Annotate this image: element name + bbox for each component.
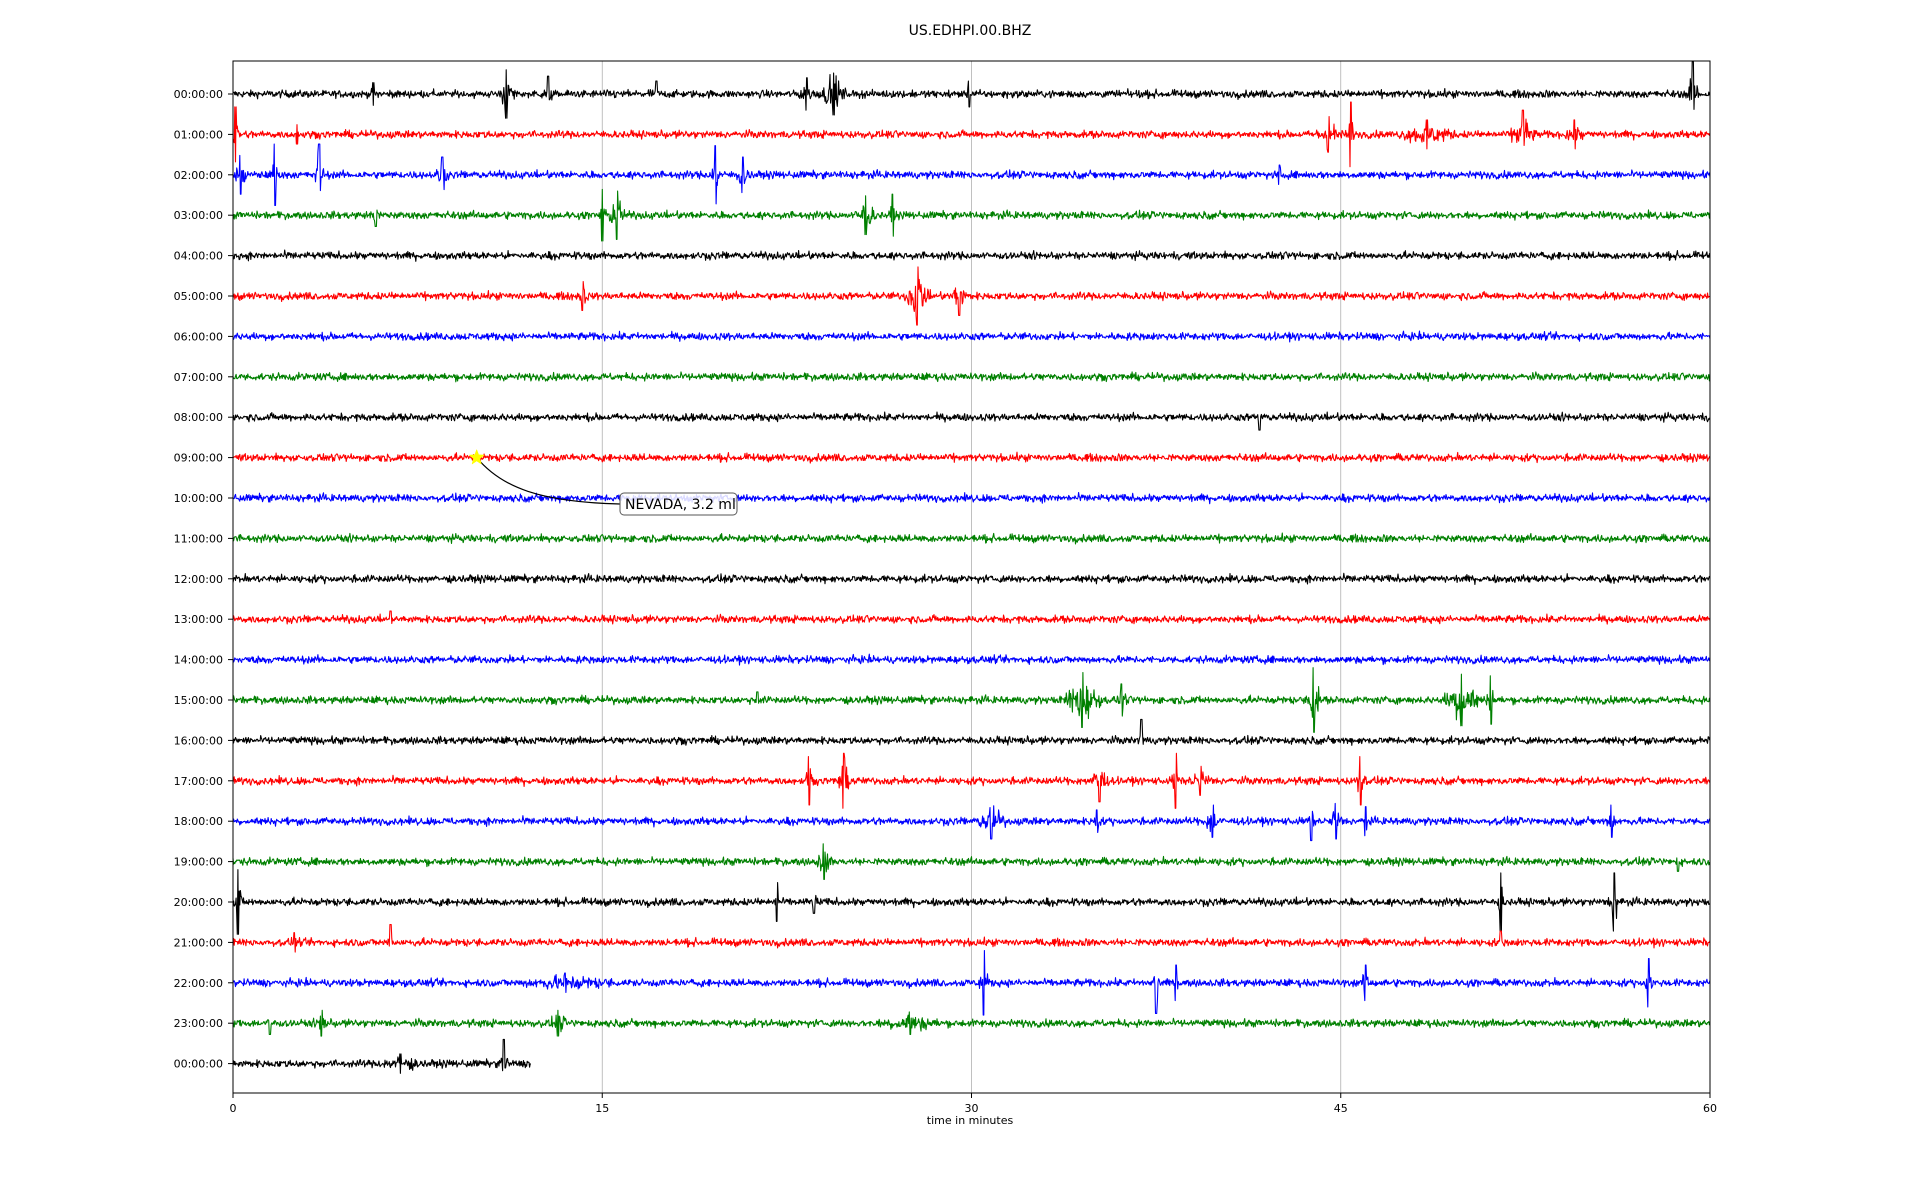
trace-line [232,869,1711,935]
trace-line [232,653,1711,666]
annotation-box [619,492,738,516]
row-time-label: 11:00:00 [174,532,223,545]
row-time-label: 05:00:00 [174,290,223,303]
row-time-label: 16:00:00 [174,734,223,747]
row-time-label: 13:00:00 [174,613,223,626]
trace-line [232,143,1711,207]
x-tick-label: 0 [230,1102,237,1115]
row-time-label: 14:00:00 [174,654,223,667]
trace-line [232,1038,532,1074]
row-time-label: 10:00:00 [174,492,223,505]
row-time-labels: 00:00:00 01:00:00 02:00:00 03:00:00 04:00:00… [174,88,233,1071]
trace-line [232,1009,1711,1037]
trace-line [232,266,1711,326]
row-time-label: 01:00:00 [174,128,223,141]
trace-line [232,532,1711,545]
trace-line [232,371,1711,383]
row-time-label: 06:00:00 [174,330,223,343]
row-time-label: 21:00:00 [174,936,223,949]
row-time-label: 09:00:00 [174,452,223,465]
row-time-label: 12:00:00 [174,573,223,586]
row-time-label: 20:00:00 [174,896,223,909]
event-star-marker [468,448,485,465]
row-time-label: 22:00:00 [174,977,223,990]
row-time-label: 00:00:00 [174,88,223,101]
x-tick-label: 60 [1703,1102,1717,1115]
x-tick-label: 15 [595,1102,609,1115]
row-time-label: 17:00:00 [174,775,223,788]
trace-line [232,101,1711,168]
row-time-label: 08:00:00 [174,411,223,424]
row-time-label: 07:00:00 [174,371,223,384]
row-time-label: 00:00:00 [174,1058,223,1071]
traces [232,61,1711,1074]
annotation-leader-line [476,457,621,505]
trace-line [232,330,1711,343]
trace-line [232,61,1711,119]
event-annotation: NEVADA, 3.2 ml [468,448,738,516]
row-time-label: 02:00:00 [174,169,223,182]
trace-line [232,411,1711,431]
trace-line [232,802,1711,842]
trace-line [232,752,1711,809]
trace-line [232,491,1711,505]
trace-line [232,610,1711,625]
row-time-label: 03:00:00 [174,209,223,222]
row-time-label: 15:00:00 [174,694,223,707]
x-axis-label: time in minutes [927,1114,1014,1127]
row-time-label: 23:00:00 [174,1017,223,1030]
trace-line [232,843,1711,880]
x-tick-label: 45 [1334,1102,1348,1115]
chart-title: US.EDHPI.00.BHZ [909,23,1032,39]
trace-line [232,572,1711,586]
x-tick-label: 30 [965,1102,979,1115]
trace-line [232,667,1711,733]
row-time-label: 19:00:00 [174,856,223,869]
event-annotation-label: NEVADA, 3.2 ml [625,497,736,513]
row-time-label: 18:00:00 [174,815,223,828]
trace-line [232,949,1711,1016]
trace-line [232,718,1711,746]
plot-frame [232,60,1711,1094]
row-time-label: 04:00:00 [174,250,223,263]
trace-line [232,188,1711,242]
trace-line [232,249,1711,262]
x-axis-ticks: 0 15 30 45 60 [230,1093,1717,1115]
trace-line [232,924,1711,953]
